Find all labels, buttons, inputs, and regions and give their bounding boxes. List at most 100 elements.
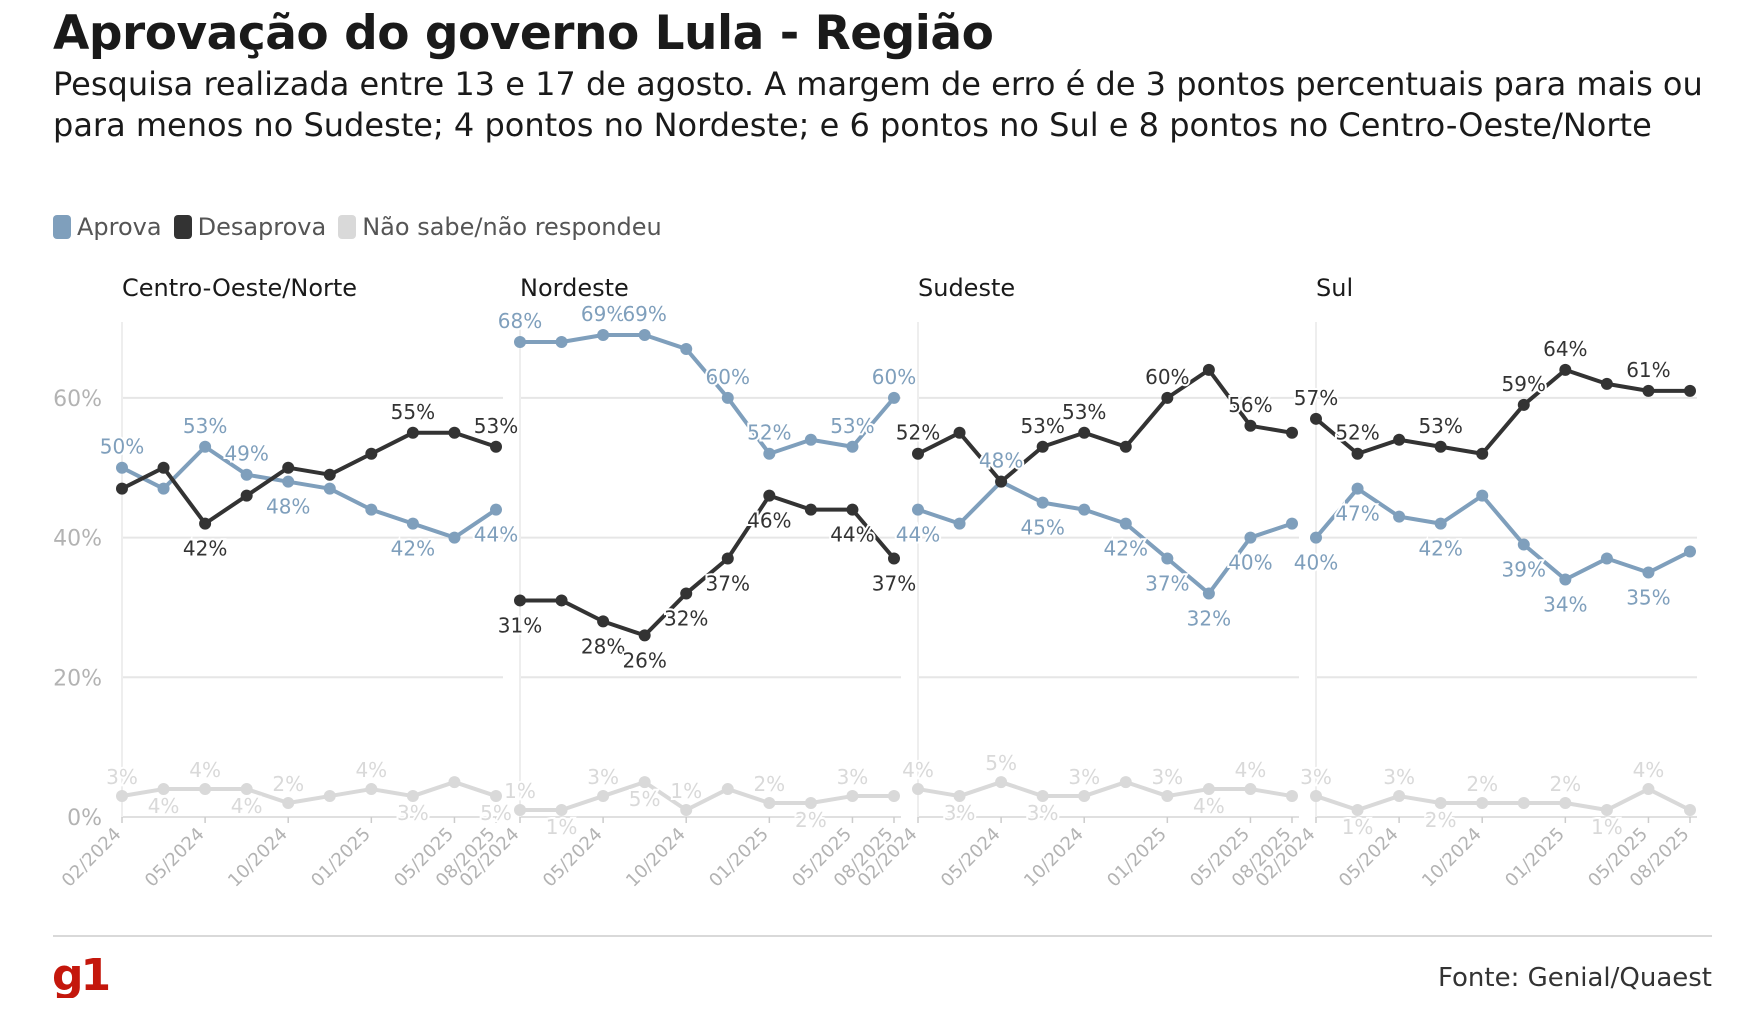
- data-label-desaprova: 52%: [1335, 421, 1379, 445]
- data-point-aprova: [846, 440, 859, 453]
- data-point-desaprova: [1393, 433, 1406, 446]
- data-label-nsnr: 4%: [1235, 758, 1267, 782]
- data-point-nsnr: [1351, 804, 1364, 817]
- data-label-aprova: 35%: [1626, 586, 1670, 610]
- data-label-aprova: 34%: [1543, 592, 1587, 616]
- data-point-nsnr: [365, 783, 378, 796]
- data-point-desaprova: [448, 426, 461, 439]
- data-point-desaprova: [199, 517, 212, 530]
- data-label-desaprova: 53%: [1020, 414, 1064, 438]
- data-label-aprova: 52%: [747, 421, 791, 445]
- data-point-nsnr: [282, 797, 295, 810]
- data-point-desaprova: [282, 461, 295, 474]
- data-label-aprova: 47%: [1335, 502, 1379, 526]
- data-point-desaprova: [995, 475, 1008, 488]
- data-label-aprova: 48%: [266, 495, 310, 519]
- series-line-aprova: [121, 444, 498, 540]
- data-label-nsnr: 4%: [231, 794, 263, 818]
- data-label-nsnr: 1%: [1591, 815, 1623, 839]
- data-point-nsnr: [1119, 776, 1132, 789]
- data-label-nsnr: 4%: [189, 758, 221, 782]
- data-point-aprova: [763, 447, 776, 460]
- data-point-aprova: [1310, 531, 1322, 544]
- data-label-aprova: 48%: [979, 449, 1023, 473]
- legend-swatch-nsnr: [338, 215, 357, 239]
- data-point-desaprova: [1078, 426, 1091, 439]
- data-label-aprova: 49%: [224, 442, 268, 466]
- series-line-desaprova: [917, 367, 1293, 484]
- data-point-desaprova: [1036, 440, 1049, 453]
- data-label-nsnr: 3%: [1300, 765, 1332, 789]
- data-label-aprova: 69%: [622, 302, 666, 326]
- chart-title: Aprovação do governo Lula - Região: [53, 6, 994, 61]
- data-point-nsnr: [1244, 783, 1257, 796]
- data-label-nsnr: 4%: [148, 794, 180, 818]
- data-label-nsnr: 1%: [1342, 815, 1374, 839]
- legend-swatch-desaprova: [173, 215, 192, 239]
- y-tick-label: 40%: [53, 527, 102, 552]
- data-label-aprova: 53%: [183, 414, 227, 438]
- data-point-nsnr: [912, 783, 924, 796]
- data-label-desaprova: 28%: [581, 634, 625, 658]
- g1-logo-text: g1: [52, 950, 108, 998]
- data-point-aprova: [1119, 517, 1132, 530]
- data-point-aprova: [597, 328, 610, 341]
- data-label-nsnr: 2%: [272, 772, 304, 796]
- data-point-aprova: [116, 461, 128, 474]
- data-point-desaprova: [514, 594, 526, 607]
- data-label-desaprova: 60%: [1145, 365, 1189, 389]
- data-point-desaprova: [912, 447, 924, 460]
- data-point-aprova: [282, 475, 295, 488]
- data-point-aprova: [912, 503, 924, 516]
- data-label-nsnr: 3%: [837, 765, 869, 789]
- data-point-desaprova: [1202, 363, 1215, 376]
- series-line-nsnr: [520, 780, 894, 813]
- data-point-desaprova: [323, 468, 336, 481]
- data-point-desaprova: [953, 426, 966, 439]
- y-tick-label: 20%: [53, 666, 102, 691]
- data-point-nsnr: [721, 783, 734, 796]
- data-point-desaprova: [116, 482, 128, 495]
- x-tick-label: 01/2025: [307, 824, 375, 892]
- series-line-aprova: [520, 332, 896, 456]
- data-label-aprova: 40%: [1228, 551, 1272, 575]
- data-point-desaprova: [1434, 440, 1447, 453]
- data-point-desaprova: [1119, 440, 1132, 453]
- data-point-aprova: [448, 531, 461, 544]
- data-point-desaprova: [763, 489, 776, 502]
- data-label-desaprova: 56%: [1228, 393, 1272, 417]
- data-label-desaprova: 61%: [1626, 358, 1670, 382]
- data-point-desaprova: [1286, 426, 1298, 439]
- panel-title: Centro-Oeste/Norte: [122, 274, 357, 302]
- data-label-nsnr: 2%: [1425, 808, 1457, 832]
- data-point-aprova: [199, 440, 212, 453]
- data-point-nsnr: [1036, 790, 1049, 803]
- data-label-aprova: 60%: [706, 365, 750, 389]
- data-point-desaprova: [680, 587, 693, 600]
- data-label-nsnr: 2%: [1466, 772, 1498, 796]
- data-point-nsnr: [514, 804, 526, 817]
- data-label-nsnr: 3%: [944, 801, 976, 825]
- data-point-desaprova: [1244, 419, 1257, 432]
- data-label-aprova: 40%: [1294, 551, 1338, 575]
- data-point-nsnr: [1476, 797, 1489, 810]
- x-tick-label: 01/2025: [705, 824, 773, 892]
- chart-subtitle: Pesquisa realizada entre 13 e 17 de agos…: [53, 65, 1703, 144]
- data-label-desaprova: 44%: [830, 523, 874, 547]
- x-tick-label: 01/2025: [1103, 824, 1171, 892]
- data-point-nsnr: [1559, 797, 1572, 810]
- y-tick-label: 60%: [53, 387, 102, 412]
- data-label-aprova: 42%: [391, 537, 435, 561]
- data-point-aprova: [406, 517, 419, 530]
- data-point-aprova: [1393, 510, 1406, 523]
- data-point-nsnr: [953, 790, 966, 803]
- data-point-aprova: [323, 482, 336, 495]
- data-point-desaprova: [406, 426, 419, 439]
- data-point-aprova: [1202, 587, 1215, 600]
- data-label-aprova: 68%: [498, 309, 542, 333]
- data-point-aprova: [888, 391, 900, 404]
- data-label-aprova: 45%: [1020, 516, 1064, 540]
- data-label-nsnr: 4%: [355, 758, 387, 782]
- data-label-nsnr: 5%: [480, 801, 512, 825]
- data-label-aprova: 69%: [581, 302, 625, 326]
